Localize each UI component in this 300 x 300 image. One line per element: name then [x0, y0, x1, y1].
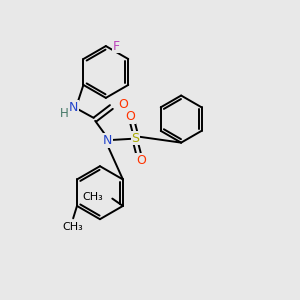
Text: N: N [68, 100, 78, 113]
Text: H: H [60, 107, 69, 120]
Text: O: O [118, 98, 128, 111]
Text: O: O [136, 154, 146, 166]
Text: CH₃: CH₃ [62, 222, 83, 232]
Text: CH₃: CH₃ [83, 191, 104, 202]
Text: F: F [112, 40, 119, 52]
Text: N: N [103, 134, 112, 147]
Text: O: O [125, 110, 135, 123]
Text: S: S [131, 132, 140, 145]
